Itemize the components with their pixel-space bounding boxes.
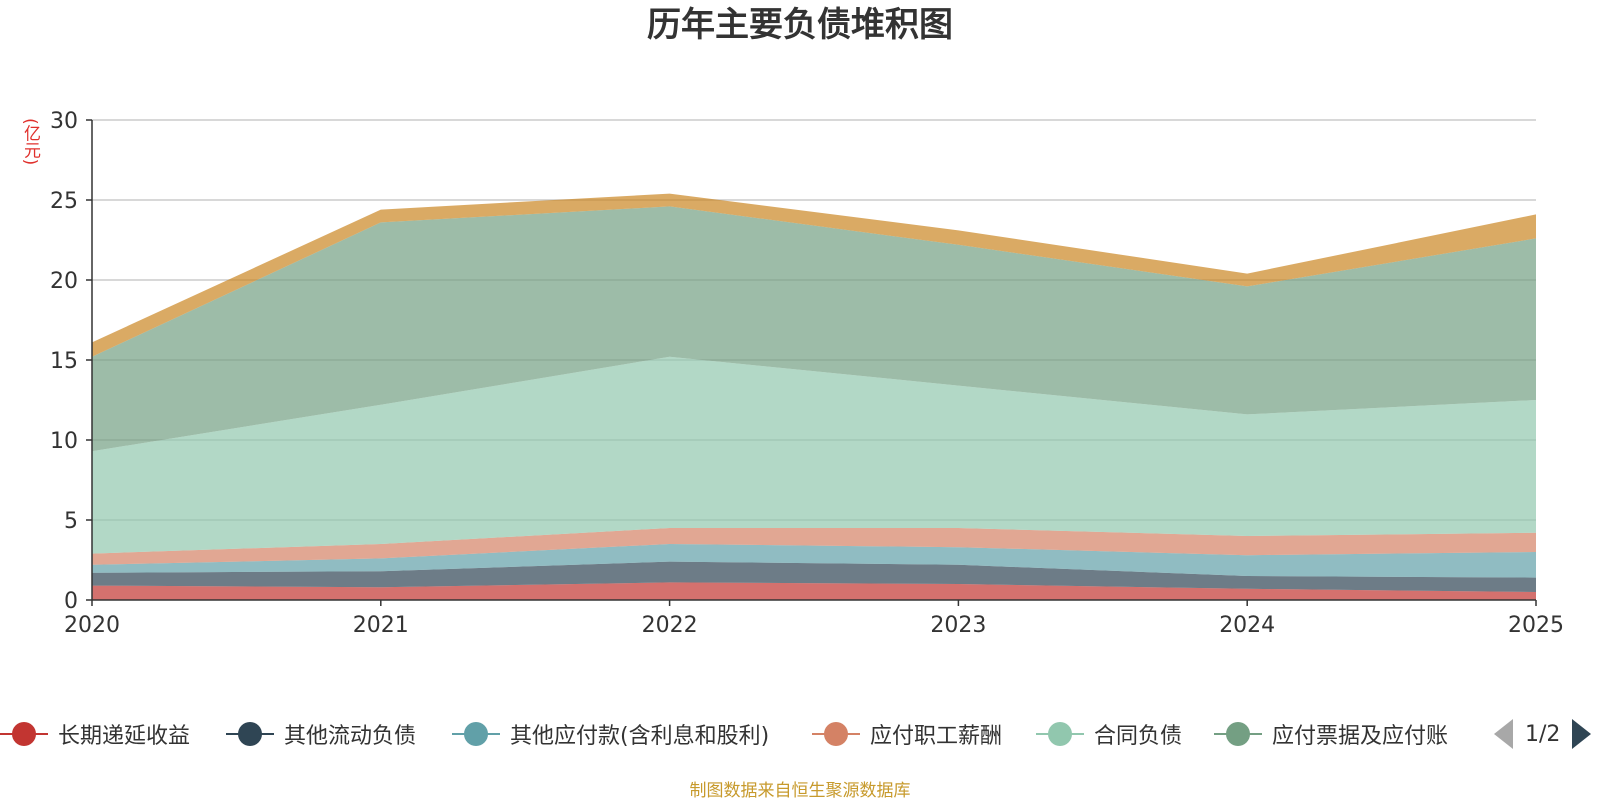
legend-label: 其他流动负债 bbox=[284, 724, 417, 749]
chart-title: 历年主要负债堆积图 bbox=[647, 5, 953, 45]
area-series-4 bbox=[92, 528, 1536, 565]
area-series-2 bbox=[92, 561, 1536, 592]
data-source-note: 制图数据来自恒生聚源数据库 bbox=[689, 781, 911, 801]
area-series-1 bbox=[92, 582, 1536, 600]
legend-marker-icon bbox=[1036, 721, 1084, 747]
legend-page-indicator: 1/2 bbox=[1525, 721, 1561, 747]
legend-marker-icon bbox=[452, 721, 500, 747]
y-tick-label: 0 bbox=[64, 589, 78, 614]
legend-label: 合同负债 bbox=[1094, 724, 1183, 749]
legend-marker-icon bbox=[1214, 721, 1262, 747]
legend-label: 应付票据及应付账 bbox=[1272, 724, 1449, 749]
legend-item[interactable]: 应付票据及应付账 bbox=[1214, 714, 1448, 754]
legend-prev-icon[interactable] bbox=[1494, 719, 1513, 749]
x-tick-label: 2024 bbox=[1219, 613, 1275, 638]
legend-item[interactable]: 其他流动负债 bbox=[226, 714, 416, 754]
x-tick-label: 2022 bbox=[642, 613, 698, 638]
legend-item[interactable]: 其他应付款(含利息和股利) bbox=[452, 714, 769, 754]
y-tick-label: 20 bbox=[50, 269, 78, 294]
legend-marker-icon bbox=[812, 721, 860, 747]
y-tick-label: 5 bbox=[64, 509, 78, 534]
x-tick-label: 2021 bbox=[353, 613, 409, 638]
y-axis-unit-label: (亿元) bbox=[20, 118, 40, 166]
x-tick-label: 2023 bbox=[930, 613, 986, 638]
chart-legend: 长期递延收益 其他流动负债 其他应付款(含利息和股利) 应付职工薪酬 合同负债 应付票据及… bbox=[0, 714, 1600, 754]
x-tick-label: 2020 bbox=[64, 613, 120, 638]
area-series-6 bbox=[92, 206, 1536, 452]
legend-item[interactable]: 合同负债 bbox=[1036, 714, 1182, 754]
legend-marker-icon bbox=[226, 721, 274, 747]
legend-label: 长期递延收益 bbox=[58, 724, 191, 749]
area-series-3 bbox=[92, 544, 1536, 578]
y-tick-label: 30 bbox=[50, 109, 78, 134]
legend-label: 其他应付款(含利息和股利) bbox=[510, 724, 770, 749]
legend-label: 应付职工薪酬 bbox=[870, 724, 1003, 749]
y-tick-label: 10 bbox=[50, 429, 78, 454]
legend-marker-icon bbox=[0, 721, 48, 747]
legend-next-icon[interactable] bbox=[1572, 719, 1592, 749]
legend-item[interactable]: 长期递延收益 bbox=[0, 714, 190, 754]
legend-pager: 1/2 bbox=[1494, 714, 1600, 754]
legend-item[interactable]: 应付职工薪酬 bbox=[812, 714, 1002, 754]
x-tick-label: 2025 bbox=[1508, 613, 1564, 638]
area-series-5 bbox=[92, 356, 1536, 554]
y-tick-label: 15 bbox=[50, 349, 78, 374]
y-tick-label: 25 bbox=[50, 189, 78, 214]
area-series-7 bbox=[92, 193, 1536, 357]
